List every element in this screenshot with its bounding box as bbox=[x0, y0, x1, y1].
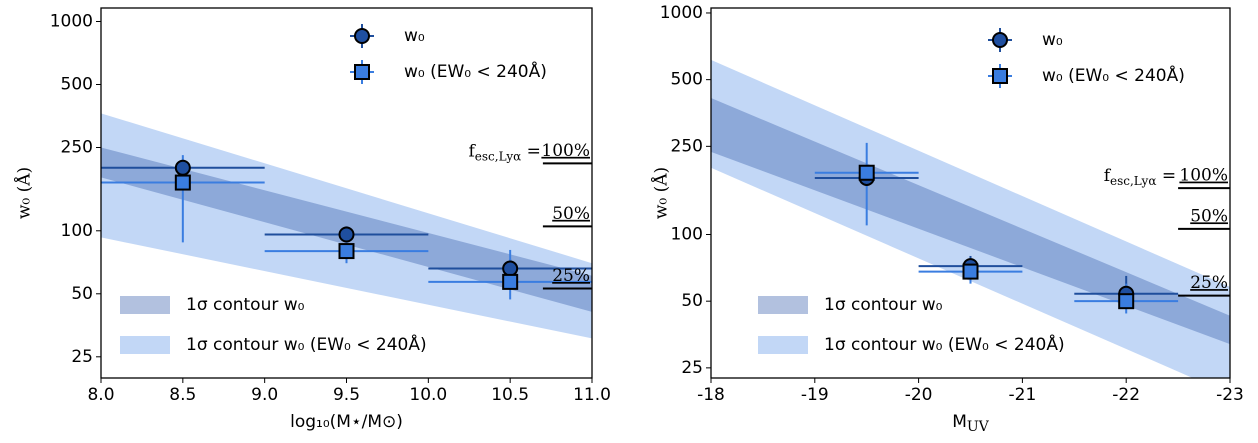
x-tick-label: -20 bbox=[905, 385, 933, 405]
x-label-main: M bbox=[952, 412, 967, 432]
legend-patch bbox=[758, 336, 808, 354]
fesc-subscript: esc,Lyα bbox=[475, 149, 521, 163]
panel: 100%fesc,Lyα = 50%25%8.0 8.5 9.0 9.5 10.0 10.… bbox=[14, 7, 611, 432]
point bbox=[1118, 293, 1135, 310]
plot-area bbox=[711, 59, 1230, 378]
legend-patch bbox=[758, 296, 808, 314]
legend-marker bbox=[992, 68, 1008, 84]
legend-label: 1σ contour w₀ (EW₀ < 240Å) bbox=[824, 333, 1065, 355]
x-axis-label: MUV bbox=[952, 412, 989, 435]
y-tick-label: 250 bbox=[671, 136, 703, 156]
fesc-value-label: 50% bbox=[552, 204, 590, 224]
y-tick-label: 100 bbox=[671, 224, 703, 244]
point bbox=[338, 226, 355, 243]
y-tick-label: 25 bbox=[681, 358, 703, 378]
legend-patch bbox=[120, 296, 170, 314]
y-tick-label: 250 bbox=[61, 138, 93, 158]
x-tick-label: 9.5 bbox=[333, 385, 360, 405]
legend-label: 1σ contour w₀ bbox=[186, 295, 305, 315]
axes-frame bbox=[710, 7, 1231, 379]
fesc-label: fesc,Lyα = bbox=[1104, 166, 1176, 188]
point bbox=[174, 174, 191, 191]
legend-label: w₀ (EW₀ < 240Å) bbox=[404, 60, 547, 82]
x-tick-label: 10.5 bbox=[491, 385, 529, 405]
x-tick-label: 10.0 bbox=[409, 385, 447, 405]
y-tick-label: 500 bbox=[671, 70, 703, 90]
y-tick-label: 25 bbox=[71, 347, 93, 367]
fesc-symbol: f bbox=[1104, 166, 1112, 186]
plot-area bbox=[101, 113, 592, 339]
panel: 100%fesc,Lyα = 50%25%-18 -19 -20 -21 -22 -232… bbox=[651, 3, 1244, 435]
legend-label: w₀ bbox=[1042, 30, 1063, 50]
point bbox=[174, 159, 191, 176]
fesc-relation: = bbox=[521, 141, 541, 161]
fesc-value-label: 25% bbox=[552, 266, 590, 286]
contour-band bbox=[711, 59, 1230, 378]
point bbox=[502, 260, 519, 277]
x-tick-label: 11.0 bbox=[573, 385, 611, 405]
x-axis-label: log₁₀(M⋆/M⊙) bbox=[290, 412, 403, 432]
fesc-label: fesc,Lyα = bbox=[469, 141, 541, 163]
x-tick-label: -22 bbox=[1112, 385, 1140, 405]
x-tick-label: 8.0 bbox=[87, 385, 114, 405]
x-tick-label: -23 bbox=[1216, 385, 1244, 405]
x-label-sub: UV bbox=[967, 419, 990, 435]
y-tick-label: 500 bbox=[61, 74, 93, 94]
fesc-value-label: 50% bbox=[1190, 206, 1228, 226]
x-tick-label: 8.5 bbox=[169, 385, 196, 405]
point bbox=[962, 263, 979, 280]
legend-marker bbox=[992, 32, 1008, 48]
y-tick-label: 50 bbox=[71, 284, 93, 304]
contour-band bbox=[711, 98, 1230, 345]
legend-label: w₀ bbox=[404, 26, 425, 46]
x-tick-label: -19 bbox=[801, 385, 829, 405]
point bbox=[858, 164, 875, 181]
legend-marker bbox=[354, 64, 370, 80]
y-tick-label: 50 bbox=[681, 291, 703, 311]
point bbox=[338, 243, 355, 260]
fesc-relation: = bbox=[1156, 166, 1176, 186]
x-tick-label: -18 bbox=[697, 385, 725, 405]
legend-marker bbox=[354, 28, 370, 44]
fesc-value-label: 100% bbox=[541, 141, 590, 161]
fesc-value-label: 100% bbox=[1179, 166, 1228, 186]
y-tick-label: 1000 bbox=[50, 11, 93, 31]
legend-label: 1σ contour w₀ bbox=[824, 295, 943, 315]
y-tick-label: 1000 bbox=[660, 3, 703, 23]
x-tick-label: 9.0 bbox=[251, 385, 278, 405]
x-tick-label: -21 bbox=[1009, 385, 1037, 405]
y-axis-label: w₀ (Å) bbox=[651, 167, 672, 219]
y-tick-label: 100 bbox=[61, 221, 93, 241]
point bbox=[502, 273, 519, 290]
legend-patch bbox=[120, 336, 170, 354]
legend-label: 1σ contour w₀ (EW₀ < 240Å) bbox=[186, 333, 427, 355]
fesc-subscript: esc,Lyα bbox=[1110, 174, 1156, 188]
y-axis-label: w₀ (Å) bbox=[14, 167, 35, 219]
legend-label: w₀ (EW₀ < 240Å) bbox=[1042, 64, 1185, 86]
fesc-value-label: 25% bbox=[1190, 273, 1228, 293]
fesc-symbol: f bbox=[469, 141, 477, 161]
